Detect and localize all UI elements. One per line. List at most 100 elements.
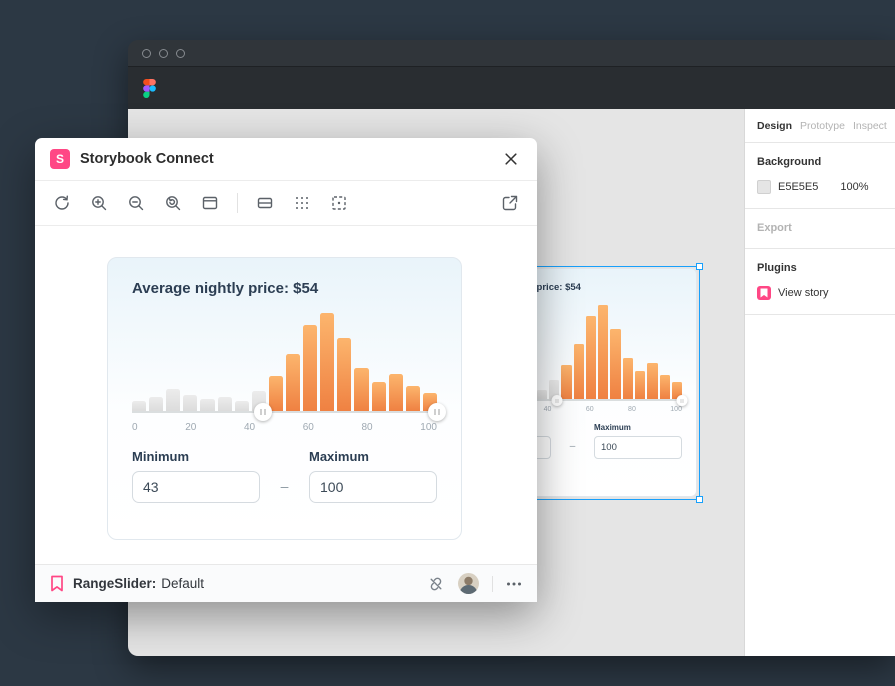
axis-tick-label: 60 <box>585 406 594 413</box>
histogram-bar <box>573 344 584 399</box>
histogram-bar <box>183 395 198 411</box>
axis-tick-label: 100 <box>420 422 437 433</box>
window-minimize-button[interactable] <box>159 48 168 58</box>
axis-tick-label: 60 <box>302 422 314 433</box>
figma-toolbar <box>128 66 895 109</box>
histogram-bar <box>166 389 181 411</box>
slider-track <box>132 411 437 413</box>
axis-tick-label: 0 <box>132 422 138 433</box>
reset-zoom-button[interactable] <box>161 191 185 215</box>
window-close-button[interactable] <box>142 48 151 58</box>
plugin-title: Storybook Connect <box>80 151 214 167</box>
minimum-input[interactable] <box>132 471 260 503</box>
background-icon <box>257 197 273 209</box>
plugins-section-title: Plugins <box>757 262 797 274</box>
grid-toggle-button[interactable] <box>290 191 314 215</box>
grid-icon <box>296 197 308 209</box>
refresh-icon <box>55 195 69 210</box>
plugin-toolbar <box>35 181 537 226</box>
background-section: Background E5E5E5 100% <box>745 143 895 209</box>
histogram-bar <box>388 373 403 411</box>
tab-prototype[interactable]: Prototype <box>800 119 845 132</box>
histogram-bar <box>285 354 301 411</box>
axis-ticks: 0 20 40 60 80 100 <box>132 422 437 433</box>
rangeslider-story-preview: Average nightly price: $54 0 20 40 60 80 100 … <box>107 257 462 540</box>
slider-handle-min[interactable] <box>551 395 563 406</box>
histogram-bar <box>647 363 658 399</box>
histogram-bar <box>610 329 621 399</box>
slider-handle-min[interactable] <box>254 403 273 421</box>
background-opacity-value[interactable]: 100% <box>840 181 869 193</box>
histogram-bar <box>149 397 164 411</box>
user-avatar[interactable] <box>458 573 479 594</box>
open-external-icon <box>502 195 518 211</box>
axis-tick-label: 40 <box>243 422 256 433</box>
histogram-bar <box>561 365 572 399</box>
background-color-swatch[interactable] <box>757 180 771 194</box>
panel-layout-button[interactable] <box>198 191 222 215</box>
panel-tabs: Design Prototype Inspect <box>745 109 895 143</box>
histogram-bar <box>536 389 547 399</box>
histogram-bar <box>671 382 683 399</box>
axis-tick-label: 80 <box>361 422 373 433</box>
axis-tick-label: 80 <box>628 406 636 413</box>
slider-track <box>463 399 682 401</box>
minimum-label: Minimum <box>132 449 190 464</box>
axis-tick-label: 40 <box>543 406 552 413</box>
price-histogram <box>132 313 437 411</box>
story-variant-label: Default <box>161 576 205 591</box>
tab-inspect[interactable]: Inspect <box>852 119 887 132</box>
histogram-bar <box>200 399 215 411</box>
close-plugin-button[interactable] <box>500 148 522 170</box>
histogram-bar <box>303 324 318 411</box>
zoom-in-button[interactable] <box>87 191 111 215</box>
current-story: RangeSlider: Default <box>50 575 204 592</box>
reset-zoom-icon <box>166 196 181 211</box>
histogram-bar <box>622 357 633 399</box>
histogram-bar <box>659 374 670 399</box>
background-toggle-button[interactable] <box>253 191 277 215</box>
open-external-button[interactable] <box>498 191 522 215</box>
histogram-bar <box>405 385 420 411</box>
story-name-label: RangeSlider: <box>73 576 157 591</box>
background-hex-value[interactable]: E5E5E5 <box>778 181 819 193</box>
figma-logo-icon[interactable] <box>143 78 156 98</box>
tab-design[interactable]: Design <box>757 119 793 132</box>
plugins-section: Plugins View story <box>745 249 895 315</box>
histogram-bar <box>548 380 560 399</box>
histogram-bar <box>371 381 386 411</box>
window-zoom-button[interactable] <box>176 48 185 58</box>
zoom-out-button[interactable] <box>124 191 148 215</box>
min-max-inputs: Minimum – Maximum <box>132 449 437 503</box>
histogram-bar <box>234 401 249 411</box>
refresh-button[interactable] <box>50 191 74 215</box>
zoom-in-icon <box>92 196 107 211</box>
plugin-footer: RangeSlider: Default <box>35 564 537 602</box>
histogram-bar <box>337 338 352 411</box>
slider-handle-max[interactable] <box>428 403 446 421</box>
story-preview-area: Average nightly price: $54 0 20 40 60 80 100 … <box>35 226 537 564</box>
histogram-bar <box>598 305 609 399</box>
close-icon <box>505 153 517 165</box>
export-section[interactable]: Export <box>745 209 895 249</box>
range-dash: – <box>569 441 576 452</box>
background-section-title: Background <box>757 156 822 168</box>
maximum-label: Maximum <box>309 449 369 464</box>
range-dash: – <box>280 478 289 494</box>
slider-handle-max[interactable] <box>676 395 688 406</box>
outline-toggle-button[interactable] <box>327 191 351 215</box>
view-story-item[interactable]: View story <box>757 286 883 300</box>
maximum-input[interactable] <box>309 471 437 503</box>
axis-tick-label: 100 <box>670 406 682 413</box>
more-options-button[interactable] <box>506 582 522 586</box>
histogram-bar <box>217 397 232 411</box>
more-icon <box>507 582 521 585</box>
unlink-button[interactable] <box>427 575 445 593</box>
toolbar-divider <box>237 193 238 213</box>
histogram-bar <box>268 375 283 411</box>
storybook-logo: S <box>50 149 70 169</box>
storybook-connect-window: S Storybook Connect <box>35 138 537 602</box>
axis-tick-label: 20 <box>185 422 197 433</box>
maximum-input[interactable] <box>594 436 682 459</box>
